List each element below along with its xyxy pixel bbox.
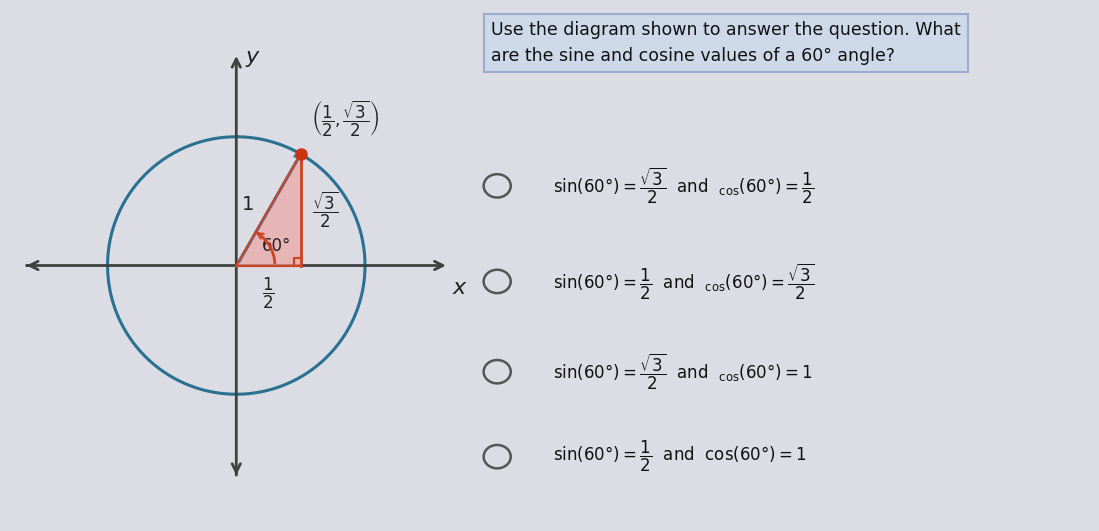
Text: y: y <box>245 47 258 67</box>
Text: 1: 1 <box>242 195 254 214</box>
Text: $\dfrac{1}{2}$: $\dfrac{1}{2}$ <box>263 276 275 311</box>
Text: $\mathrm{sin}(60°) = \dfrac{\sqrt{3}}{2}$  and  $_{\mathrm{cos}}(60°) = 1$: $\mathrm{sin}(60°) = \dfrac{\sqrt{3}}{2}… <box>553 352 812 392</box>
Text: $\left(\dfrac{1}{2}, \dfrac{\sqrt{3}}{2}\right)$: $\left(\dfrac{1}{2}, \dfrac{\sqrt{3}}{2}… <box>311 98 379 139</box>
Text: Use the diagram shown to answer the question. What
are the sine and cosine value: Use the diagram shown to answer the ques… <box>491 21 961 65</box>
Polygon shape <box>236 154 301 266</box>
Text: $\mathrm{sin}(60°) = \dfrac{1}{2}$  and  $_{\mathrm{cos}}(60°) = \dfrac{\sqrt{3}: $\mathrm{sin}(60°) = \dfrac{1}{2}$ and $… <box>553 261 814 302</box>
Text: $\dfrac{\sqrt{3}}{2}$: $\dfrac{\sqrt{3}}{2}$ <box>312 190 338 230</box>
Text: x: x <box>453 278 466 298</box>
Text: $\mathrm{sin}(60°) = \dfrac{1}{2}$  and  $\mathrm{cos}(60°) = 1$: $\mathrm{sin}(60°) = \dfrac{1}{2}$ and $… <box>553 439 807 474</box>
Text: $\mathrm{sin}(60°) = \dfrac{\sqrt{3}}{2}$  and  $_{\mathrm{cos}}(60°) = \dfrac{1: $\mathrm{sin}(60°) = \dfrac{\sqrt{3}}{2}… <box>553 166 814 206</box>
Text: 60°: 60° <box>262 237 291 255</box>
